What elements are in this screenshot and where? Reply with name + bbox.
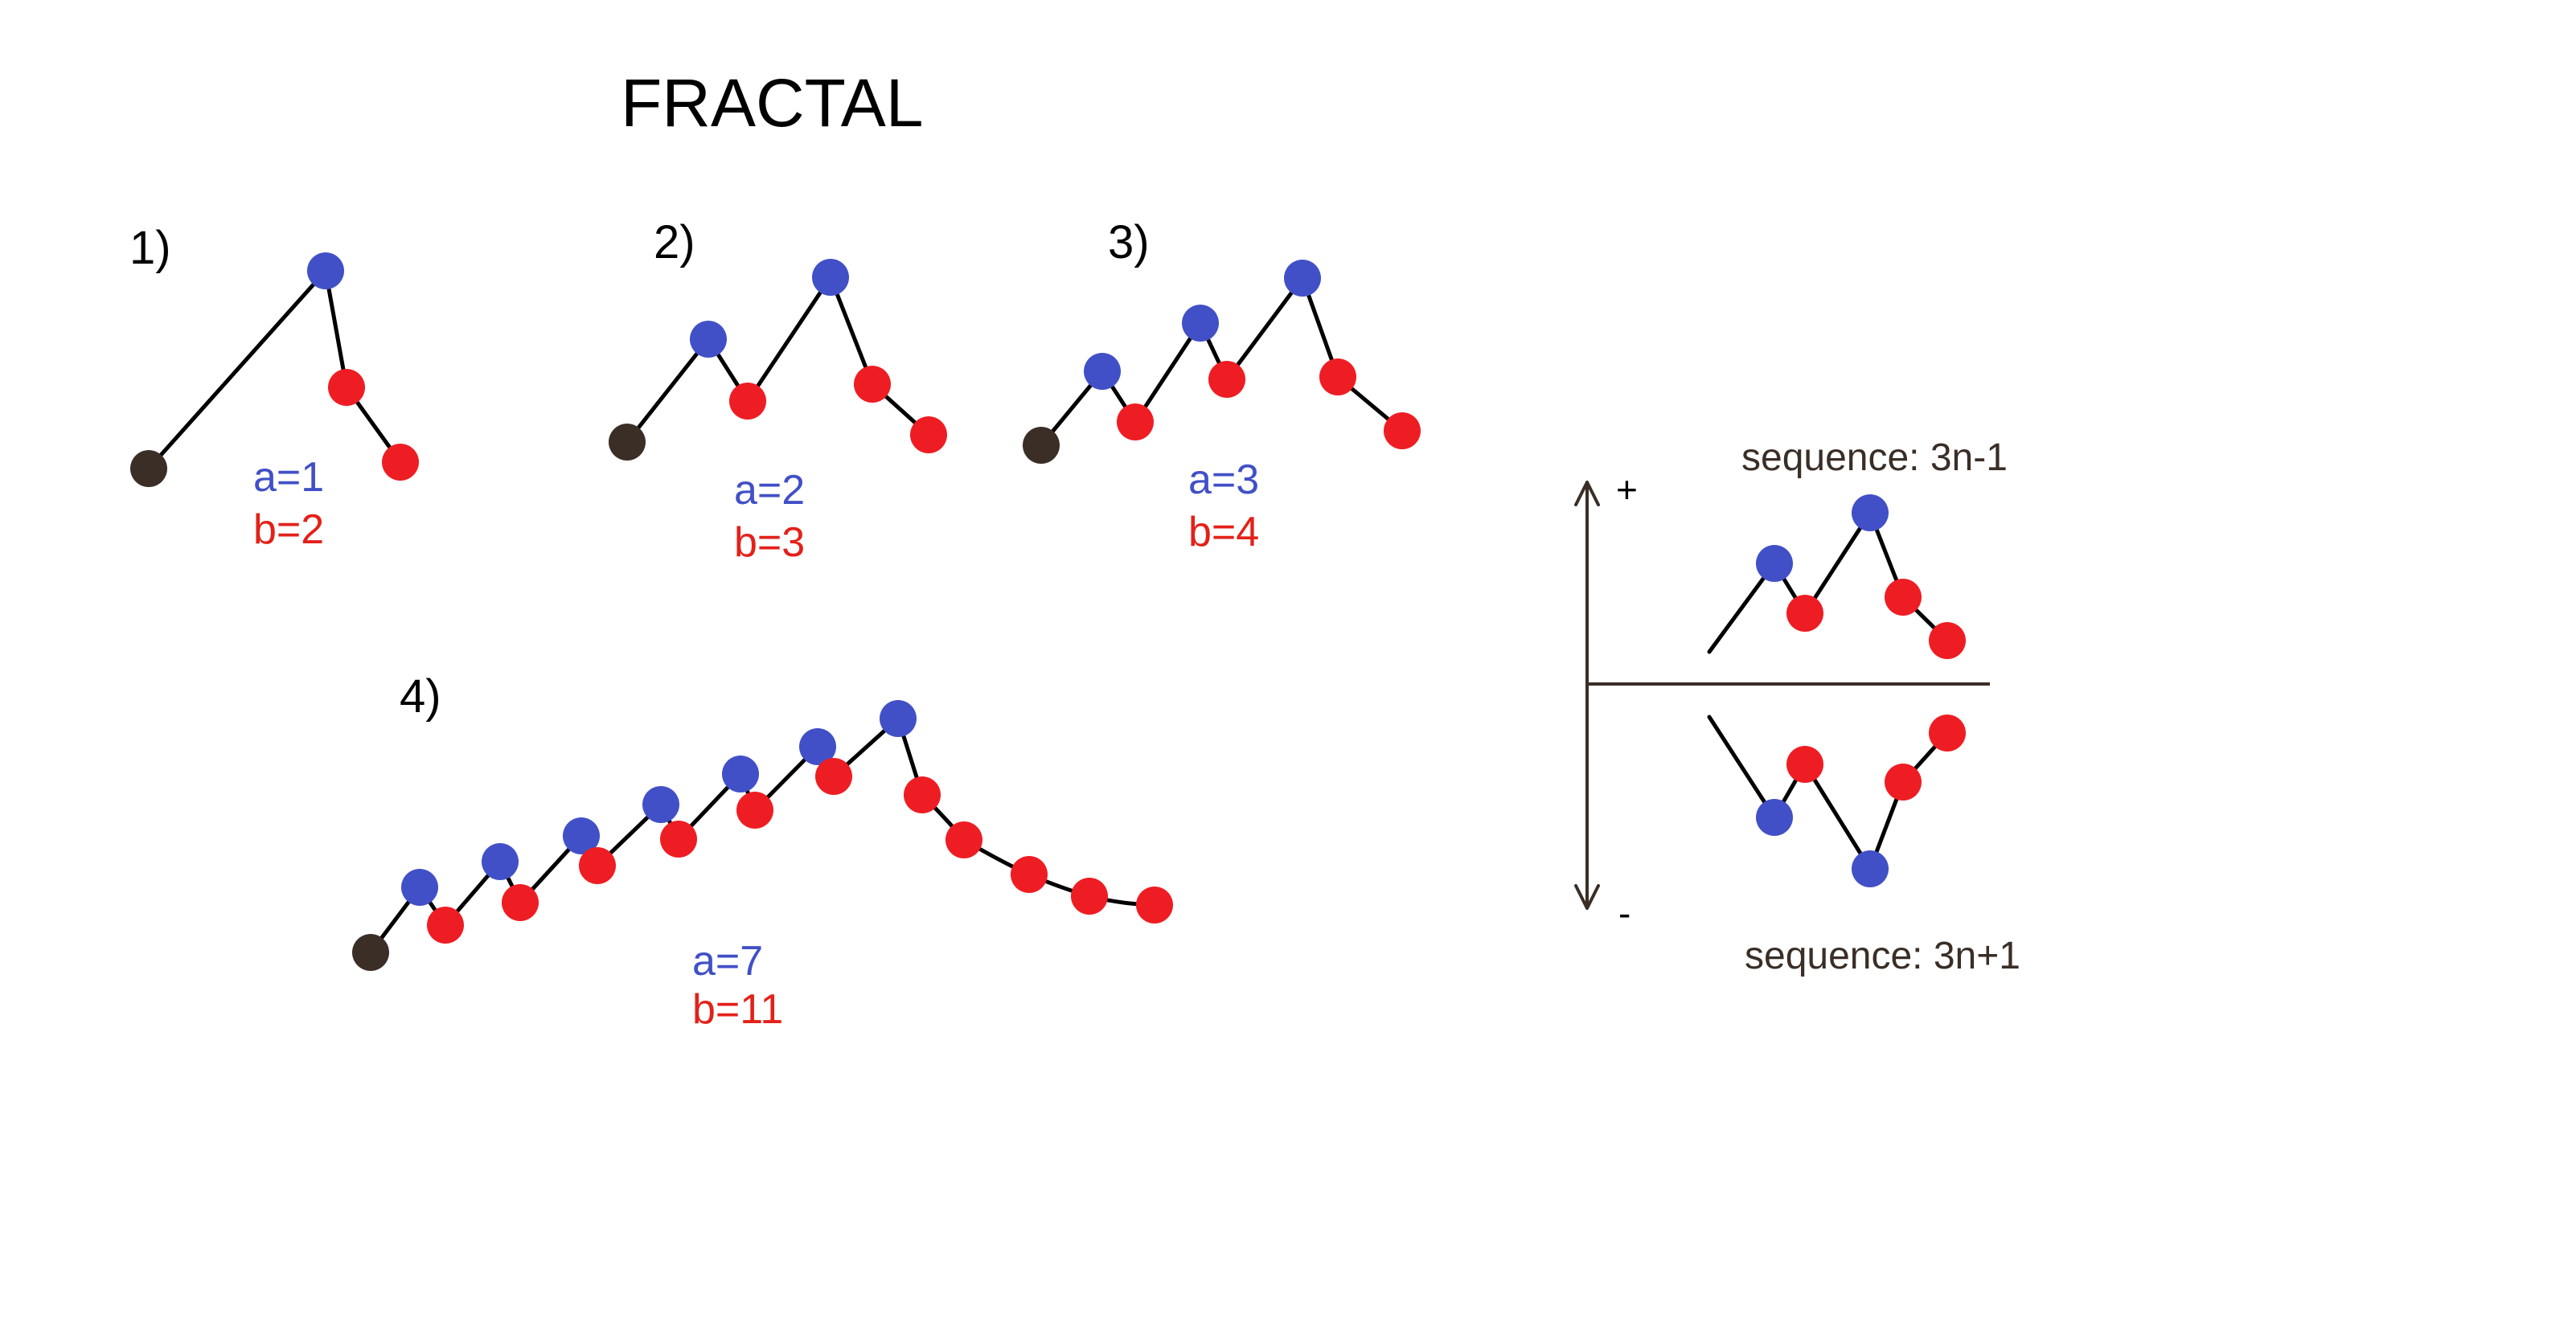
svg-text:4): 4) [400,670,441,723]
svg-text:+: + [1616,469,1638,510]
svg-text:3): 3) [1108,216,1150,268]
svg-text:-: - [1618,892,1631,934]
svg-text:1): 1) [129,222,171,274]
svg-text:a=3: a=3 [1188,457,1259,503]
svg-text:FRACTAL: FRACTAL [621,65,923,141]
svg-text:sequence: 3n-1: sequence: 3n-1 [1741,436,2008,479]
svg-text:b=11: b=11 [692,986,783,1033]
svg-text:2): 2) [654,216,695,268]
svg-text:a=1: a=1 [253,454,324,501]
svg-text:b=4: b=4 [1188,509,1259,555]
svg-text:b=2: b=2 [253,506,324,553]
svg-text:b=3: b=3 [734,519,805,566]
svg-text:a=7: a=7 [692,938,763,985]
svg-text:sequence: 3n+1: sequence: 3n+1 [1745,935,2020,977]
svg-text:a=2: a=2 [734,467,805,514]
